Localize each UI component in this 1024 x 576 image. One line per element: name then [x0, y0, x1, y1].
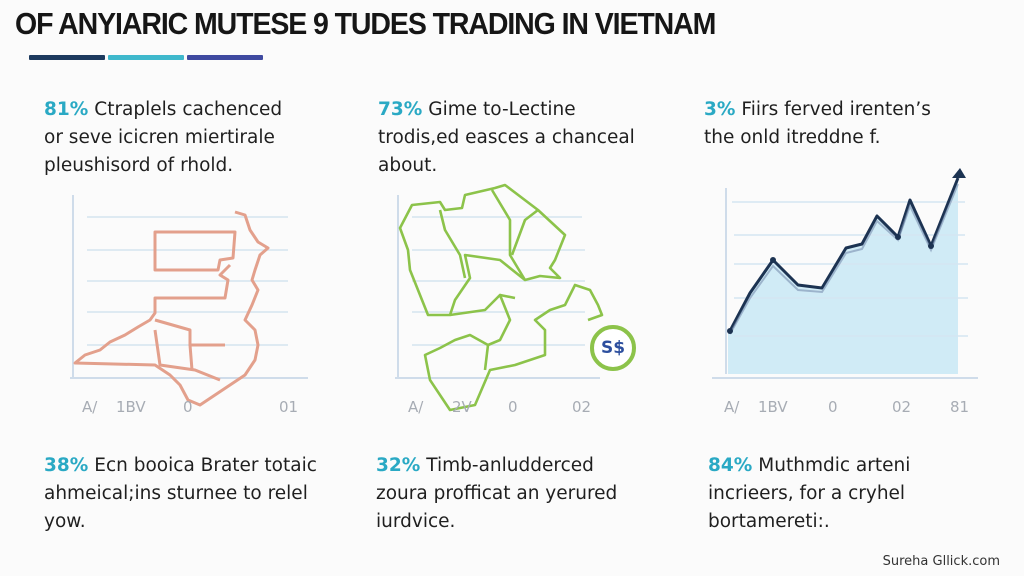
accent-bar-indigo	[187, 55, 263, 60]
stat-percent: 73%	[378, 99, 423, 120]
stat-text: Ecn booica Brater totaic ahmeical;ins st…	[44, 455, 317, 532]
stat-text: Ctraplels cachenced or seve icicren mier…	[44, 99, 283, 176]
stat-2: 73% Gime to-Lectine trodis,ed easces a ch…	[378, 96, 648, 180]
stat-text: Muthmdic arteni incrieers, for a cryhel …	[708, 455, 911, 532]
currency-badge-icon: S$	[600, 338, 626, 358]
stat-text: Fiirs ferved irenten’s the onld itreddne…	[704, 99, 931, 148]
stat-1: 81% Ctraplels cachenced or seve icicren m…	[44, 96, 304, 180]
stat-percent: 84%	[708, 455, 753, 476]
stat-4: 38% Ecn booica Brater totaic ahmeical;ins…	[44, 452, 319, 536]
trend-area-chart	[700, 160, 1000, 420]
stat-percent: 3%	[704, 99, 736, 120]
accent-bars	[29, 55, 263, 60]
stat-percent: 38%	[44, 455, 89, 476]
map-outline-icon	[395, 183, 604, 412]
map-outline-icon	[70, 195, 308, 407]
trend-area	[728, 175, 958, 374]
stat-text: Timb-anludderced zoura profficat an yeru…	[376, 455, 618, 532]
stat-5: 32% Timb-anludderced zoura profficat an y…	[376, 452, 646, 536]
stat-text: Gime to-Lectine trodis,ed easces a chanc…	[378, 99, 635, 176]
trend-line	[728, 177, 960, 332]
map-chart-left	[30, 180, 330, 420]
stat-6: 84% Muthmdic arteni incrieers, for a cryh…	[708, 452, 948, 536]
arrow-up-icon	[952, 168, 966, 178]
page-title: OF ANYIARIC MUTESE 9 TUDES TRADING IN VI…	[15, 6, 716, 41]
stat-percent: 32%	[376, 455, 421, 476]
map-chart-middle: S$	[370, 180, 650, 420]
source-credit: Sureha Gllick.com	[882, 554, 1000, 569]
accent-bar-navy	[29, 55, 105, 60]
accent-bar-teal	[108, 55, 184, 60]
stat-percent: 81%	[44, 99, 89, 120]
currency-badge: S$	[590, 325, 636, 371]
stat-3: 3% Fiirs ferved irenten’s the onld itredd…	[704, 96, 964, 152]
